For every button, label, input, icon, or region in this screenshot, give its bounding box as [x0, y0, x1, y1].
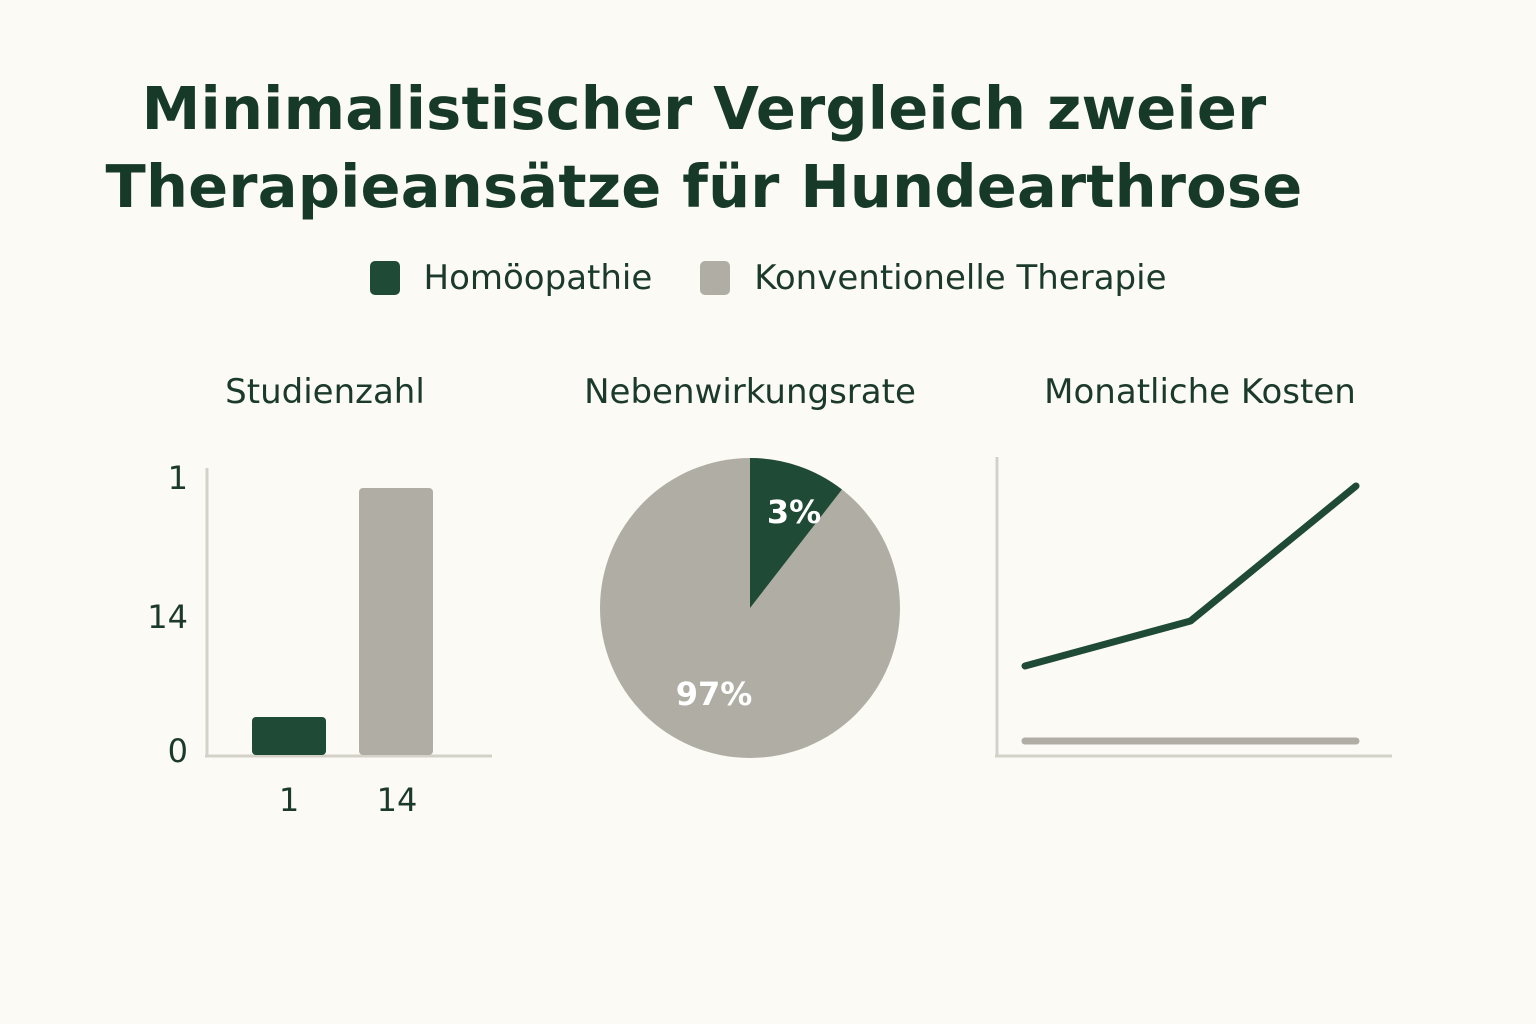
bar-homoeopathie — [252, 717, 326, 755]
panel-title-studienzahl: Studienzahl — [225, 372, 425, 412]
legend-item-konventionelle-therapie: Konventionelle Therapie — [700, 258, 1166, 298]
y-tick-label-top: 1 — [168, 459, 188, 497]
x-tick-label-konventionelle-therapie: 14 — [377, 781, 418, 819]
line-series-homoeopathie — [1021, 482, 1360, 670]
chart-title: Minimalistischer Vergleich zweier Therap… — [0, 70, 1408, 226]
x-tick-label-homoeopathie: 1 — [279, 781, 299, 819]
pie-label-konventionelle-therapie: 97% — [676, 675, 753, 713]
chart-title-line-2: Therapieansätze für Hundearthrose — [105, 152, 1303, 221]
panel-title-nebenwirkungsrate: Nebenwirkungsrate — [584, 372, 916, 412]
y-tick-label-zero: 0 — [168, 732, 188, 770]
legend-label-konventionelle-therapie: Konventionelle Therapie — [754, 258, 1167, 298]
chart-title-line-1: Minimalistischer Vergleich zweier — [141, 74, 1267, 143]
legend-label-homoeopathie: Homöopathie — [423, 258, 653, 298]
y-tick-label-mid: 14 — [147, 598, 188, 636]
bar-konventionelle-therapie — [359, 488, 433, 755]
pie-label-homoeopathie: 3% — [767, 493, 821, 531]
legend-swatch-konventionelle-therapie — [700, 261, 731, 295]
bar-chart-studienzahl: 1 14 0 1 14 — [147, 459, 492, 819]
legend: Homöopathie Konventionelle Therapie — [0, 258, 1536, 298]
line-chart-monatliche-kosten — [995, 457, 1392, 758]
pie-slice-homoeopathie — [750, 458, 842, 608]
legend-swatch-homoeopathie — [369, 261, 400, 295]
legend-item-homoeopathie: Homöopathie — [369, 258, 653, 298]
pie-chart-nebenwirkungsrate: 3% 97% — [600, 458, 900, 758]
panel-title-monatliche-kosten: Monatliche Kosten — [1044, 372, 1356, 412]
